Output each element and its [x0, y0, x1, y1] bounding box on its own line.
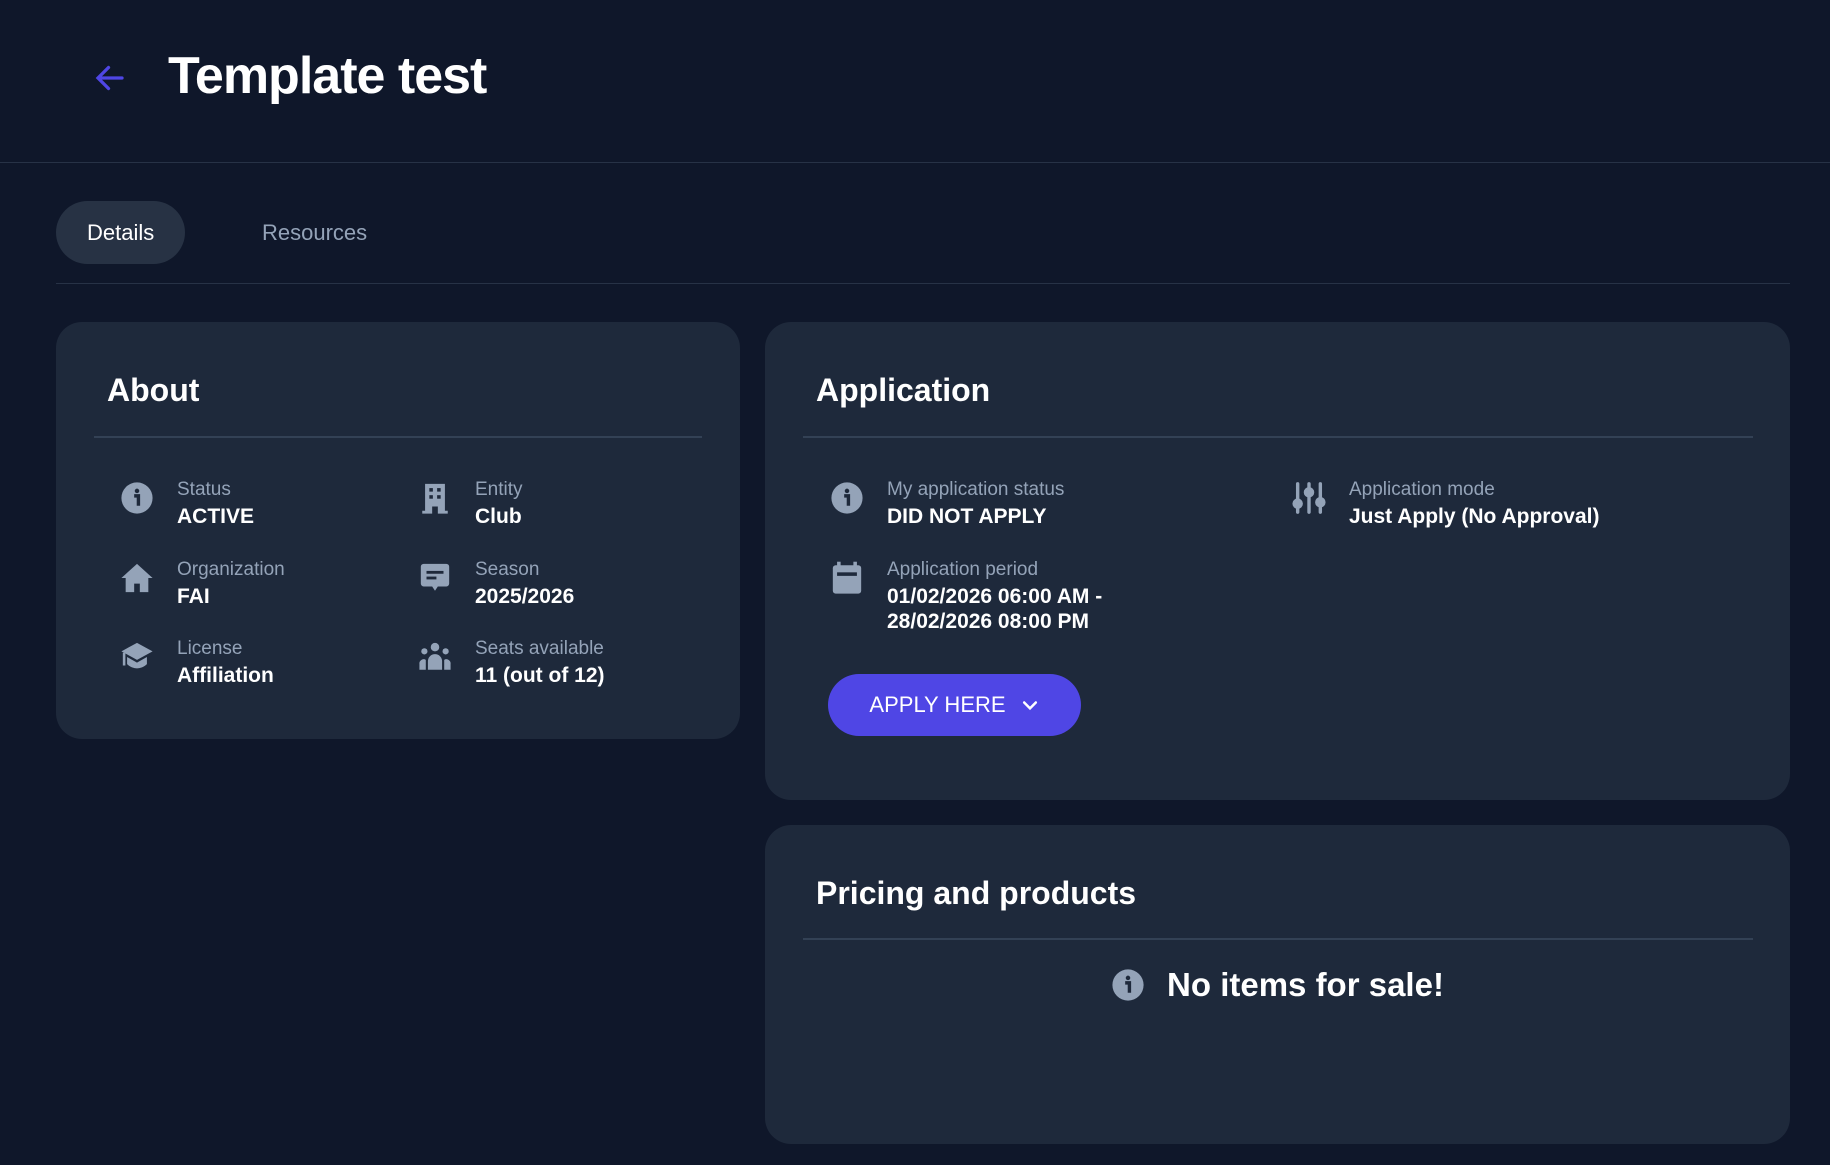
info-icon	[1112, 969, 1144, 1001]
application-mode-value: Just Apply (No Approval)	[1349, 505, 1600, 528]
divider	[94, 436, 702, 438]
seats-label: Seats available	[475, 638, 604, 659]
chevron-down-icon	[1022, 701, 1037, 711]
organization-value: FAI	[177, 585, 210, 608]
apply-here-label: APPLY HERE	[869, 692, 1006, 717]
status-value: ACTIVE	[177, 505, 255, 528]
pricing-title: Pricing and products	[816, 875, 1137, 911]
empty-message: No items for sale!	[1167, 966, 1444, 1003]
application-period-end: 28/02/2026 08:00 PM	[887, 610, 1089, 633]
page-header: Template test	[0, 0, 1830, 163]
tab-bar: Details Resources	[56, 201, 1790, 284]
users-icon	[419, 642, 451, 670]
info-icon	[121, 482, 153, 514]
calendar-icon	[832, 561, 862, 594]
application-status-value: DID NOT APPLY	[887, 505, 1047, 528]
sliders-icon	[1292, 482, 1326, 514]
application-mode-label: Application mode	[1349, 479, 1495, 500]
entity-value: Club	[475, 505, 522, 528]
seats-value: 11 (out of 12)	[475, 664, 605, 687]
pricing-card: Pricing and products	[765, 825, 1790, 1144]
divider	[803, 436, 1753, 438]
message-icon	[420, 563, 450, 591]
arrow-left-icon[interactable]	[92, 60, 128, 96]
home-icon	[121, 563, 153, 593]
application-status-label: My application status	[887, 479, 1065, 500]
about-card: About Status ACTIVE Entity Club Organiza…	[56, 322, 740, 739]
apply-here-button[interactable]: APPLY HERE	[828, 674, 1081, 736]
season-label: Season	[475, 559, 540, 580]
status-label: Status	[177, 479, 231, 500]
application-period-label: Application period	[887, 559, 1039, 580]
info-icon	[831, 482, 863, 514]
tab-resources[interactable]: Resources	[262, 220, 368, 245]
organization-label: Organization	[177, 559, 285, 580]
license-value: Affiliation	[177, 664, 274, 687]
application-title: Application	[816, 372, 991, 408]
building-icon	[422, 483, 448, 514]
about-title: About	[107, 372, 200, 408]
graduation-cap-icon	[121, 642, 153, 669]
application-period-start: 01/02/2026 06:00 AM -	[887, 585, 1103, 608]
divider	[803, 938, 1753, 940]
empty-state: No items for sale!	[765, 966, 1790, 1004]
page-title: Template test	[168, 47, 487, 105]
tab-details[interactable]: Details	[56, 201, 186, 264]
license-label: License	[177, 638, 243, 659]
entity-label: Entity	[475, 479, 523, 500]
season-value: 2025/2026	[475, 585, 575, 608]
